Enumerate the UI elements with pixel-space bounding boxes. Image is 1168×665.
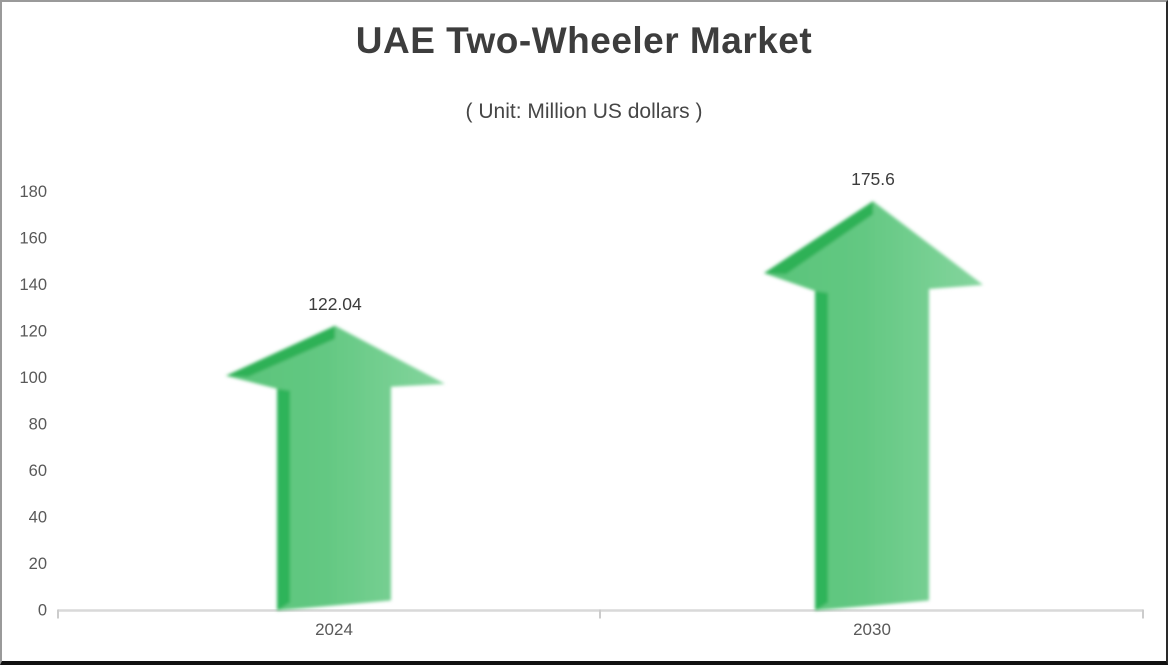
x-axis-category-label-2024: 2024 <box>315 620 353 639</box>
y-axis: 0 20 40 60 80 100 120 140 160 180 <box>19 183 47 620</box>
chart-subtitle: ( Unit: Million US dollars ) <box>465 100 703 123</box>
y-axis-tick-label: 180 <box>19 183 47 201</box>
y-axis-tick-label: 20 <box>29 555 47 573</box>
labels: 122.04 2024 175.6 2030 <box>308 169 895 639</box>
y-axis-tick-label: 80 <box>29 416 47 434</box>
x-axis <box>57 609 1144 619</box>
y-axis-tick-label: 0 <box>38 602 47 620</box>
x-axis-category-label-2030: 2030 <box>853 620 891 639</box>
arrow-stripe-2030 <box>815 291 828 611</box>
y-axis-tick-label: 100 <box>19 369 47 387</box>
arrow-ridge-2024 <box>226 325 335 377</box>
y-axis-tick-label: 160 <box>19 230 47 248</box>
value-label-2024: 122.04 <box>308 294 362 314</box>
y-axis-tick-label: 40 <box>29 509 47 527</box>
y-axis-tick-label: 60 <box>29 462 47 480</box>
chart-title: UAE Two-Wheeler Market <box>355 20 813 61</box>
y-axis-tick-label: 140 <box>19 276 47 294</box>
y-axis-tick-label: 120 <box>19 323 47 341</box>
arrow-bars <box>226 201 983 611</box>
arrow-ridge-2030 <box>764 201 873 275</box>
value-label-2030: 175.6 <box>851 169 895 189</box>
arrow-stripe-2024 <box>277 388 290 611</box>
